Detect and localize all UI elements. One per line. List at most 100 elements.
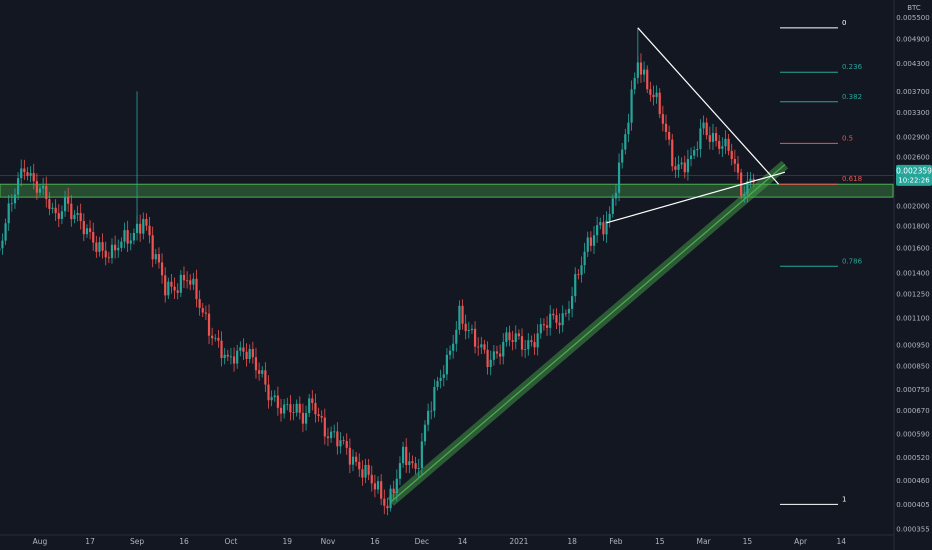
candle-body <box>693 150 696 156</box>
candle-body <box>51 207 54 209</box>
candle-body <box>680 162 683 165</box>
candle-body <box>142 218 145 234</box>
price-axis-tick: 0.001250 <box>896 290 929 298</box>
time-axis-tick: 14 <box>458 537 468 546</box>
candle-body <box>605 220 608 235</box>
candle-body <box>239 347 242 351</box>
candle-body <box>48 199 51 209</box>
candle-body <box>483 344 486 350</box>
fib-level-label: 0.618 <box>842 175 862 183</box>
triangle-lower-trendline[interactable] <box>606 171 786 224</box>
candle-body <box>104 250 107 258</box>
candle-body <box>401 446 405 464</box>
candle-body <box>367 464 370 475</box>
price-axis-tick: 0.002600 <box>896 154 929 162</box>
fib-level-label: 0.5 <box>842 134 853 142</box>
candle-body <box>583 251 586 266</box>
candle-body <box>542 324 546 326</box>
candle-body <box>514 333 517 342</box>
time-axis-tick: 15 <box>655 537 665 546</box>
candle-body <box>283 404 286 414</box>
candle-body <box>198 299 201 308</box>
candle-body <box>495 351 499 354</box>
candle-body <box>477 346 480 348</box>
candle-body <box>442 374 445 378</box>
candle-body <box>743 193 746 196</box>
candle-body <box>642 69 646 75</box>
price-axis-tick: 0.000670 <box>896 407 929 415</box>
candle-body <box>35 181 38 193</box>
candle-body <box>292 412 295 414</box>
candle-body <box>370 474 373 484</box>
candle-body <box>351 456 355 465</box>
support-zone[interactable] <box>0 183 894 198</box>
candle-body <box>539 324 542 334</box>
candle-body <box>364 464 367 478</box>
candle-body <box>658 92 661 115</box>
trendlines-layer <box>606 27 786 224</box>
price-axis-tick: 0.003300 <box>896 109 929 117</box>
candle-body <box>176 290 179 293</box>
candle-body <box>549 313 552 328</box>
candle-body <box>323 417 326 437</box>
candle-body <box>611 198 614 214</box>
price-axis-tick: 0.002900 <box>896 133 929 141</box>
candle-body <box>314 402 317 415</box>
price-axis-tick: 0.004900 <box>896 35 929 43</box>
candle-body <box>636 62 639 78</box>
price-axis[interactable]: 0.005500 0.004900 0.004300 0.003700 0.003300… <box>896 14 929 534</box>
candle-body <box>545 325 549 328</box>
fib-level-label: 0.786 <box>842 257 863 265</box>
candle-body <box>383 498 386 506</box>
candle-body <box>464 323 467 332</box>
price-axis-tick: 0.005500 <box>896 14 929 22</box>
candle-body <box>448 350 452 355</box>
candle-body <box>298 403 301 413</box>
candle-body <box>480 344 483 348</box>
candle-body <box>258 370 261 374</box>
time-axis[interactable]: Aug 17 Sep 16 Oct 19 Nov 16 Dec 14 2021 18 Feb 15 Mar 1… <box>33 537 847 546</box>
candle-body <box>248 349 251 360</box>
candle-body <box>486 349 489 368</box>
candle-body <box>427 410 430 425</box>
candle-body <box>661 114 664 124</box>
candle-body <box>251 349 254 358</box>
candle-body <box>329 431 333 439</box>
candle-body <box>386 505 389 509</box>
candle-body <box>38 188 42 193</box>
candle-body <box>552 313 555 316</box>
candle-body <box>520 336 524 350</box>
candle-body <box>110 244 114 258</box>
price-axis-tick: 0.000520 <box>896 454 929 462</box>
candle-body <box>207 313 211 336</box>
price-badge-countdown: 10:22:26 <box>898 176 930 184</box>
time-axis-tick: 16 <box>370 537 380 546</box>
candle-body <box>696 149 699 151</box>
candle-body <box>467 330 470 332</box>
candle-body <box>596 225 599 236</box>
candle-body <box>433 386 436 411</box>
candle-body <box>117 247 120 251</box>
candle-body <box>286 404 289 406</box>
candle-body <box>311 398 314 403</box>
candle-body <box>139 223 142 234</box>
candle-body <box>630 89 633 123</box>
candle-body <box>342 440 345 442</box>
triangle-upper-trendline[interactable] <box>637 27 780 185</box>
candle-body <box>76 213 79 215</box>
candle-body <box>179 274 182 293</box>
candle-body <box>602 222 605 235</box>
time-axis-tick: Mar <box>696 537 711 546</box>
candle-body <box>273 395 276 398</box>
candle-body <box>211 335 214 339</box>
candle-body <box>345 440 348 448</box>
candle-body <box>114 244 117 251</box>
candle-body <box>527 340 530 350</box>
candle-body <box>530 340 533 343</box>
candle-body <box>718 141 721 149</box>
candle-body <box>254 357 258 371</box>
price-axis-tick: 0.000590 <box>896 431 929 439</box>
candle-body <box>589 237 592 246</box>
